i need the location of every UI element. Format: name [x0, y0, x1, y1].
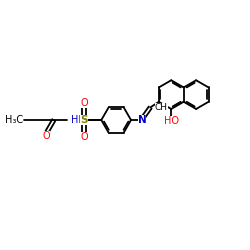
Text: O: O [43, 130, 50, 140]
Text: HO: HO [164, 116, 179, 126]
Text: H₃C: H₃C [5, 115, 23, 125]
Text: O: O [80, 98, 88, 108]
Text: CH: CH [155, 103, 168, 112]
Text: N: N [138, 115, 146, 125]
Text: O: O [80, 132, 88, 142]
Text: S: S [80, 115, 88, 125]
Text: HN: HN [71, 115, 86, 125]
